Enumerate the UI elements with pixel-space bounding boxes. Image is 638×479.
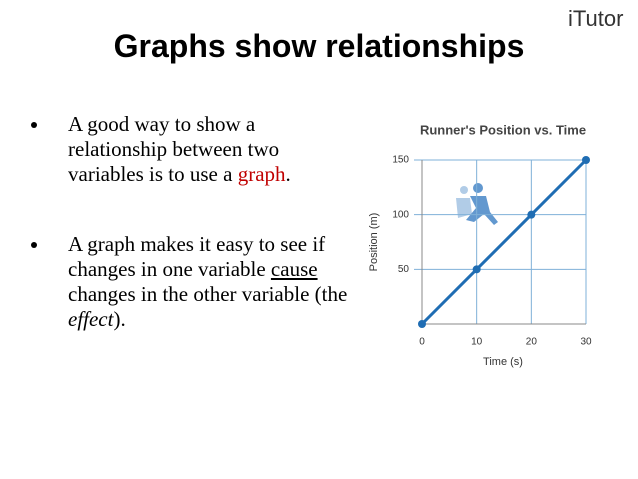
text: A graph makes it easy to see if changes … xyxy=(68,232,326,281)
slide-title: Graphs show relationships xyxy=(113,28,525,64)
y-tick-label: 150 xyxy=(392,155,409,166)
x-axis-label: Time (s) xyxy=(483,356,523,368)
y-tick-label: 50 xyxy=(398,264,410,275)
point xyxy=(582,156,590,164)
bullet: A graph makes it easy to see if changes … xyxy=(31,232,358,332)
x-tick-label: 0 xyxy=(419,337,425,348)
y-tick-label: 100 xyxy=(392,209,409,220)
text: cause xyxy=(270,257,318,281)
runner-icon xyxy=(456,183,498,225)
text: changes in the other variable (the xyxy=(68,282,348,306)
bullet: A good way to show a relationship betwee… xyxy=(31,112,358,187)
x-tick-label: 30 xyxy=(580,337,592,348)
bullet-dot xyxy=(31,122,37,128)
chart-title: Runner's Position vs. Time xyxy=(420,122,586,137)
x-tick-label: 20 xyxy=(526,337,538,348)
bullet-dot xyxy=(31,242,37,248)
logo: iTutor xyxy=(568,6,624,31)
text: effect xyxy=(68,307,114,331)
y-axis-label: Position (m) xyxy=(368,213,380,272)
x-tick-label: 10 xyxy=(471,337,483,348)
point xyxy=(527,210,536,219)
point xyxy=(418,320,426,328)
point xyxy=(472,265,481,274)
text: . xyxy=(285,162,291,186)
text: ). xyxy=(113,307,126,331)
text: A good way to show a relationship betwee… xyxy=(68,112,280,186)
line xyxy=(420,158,588,326)
text: graph xyxy=(237,162,286,186)
